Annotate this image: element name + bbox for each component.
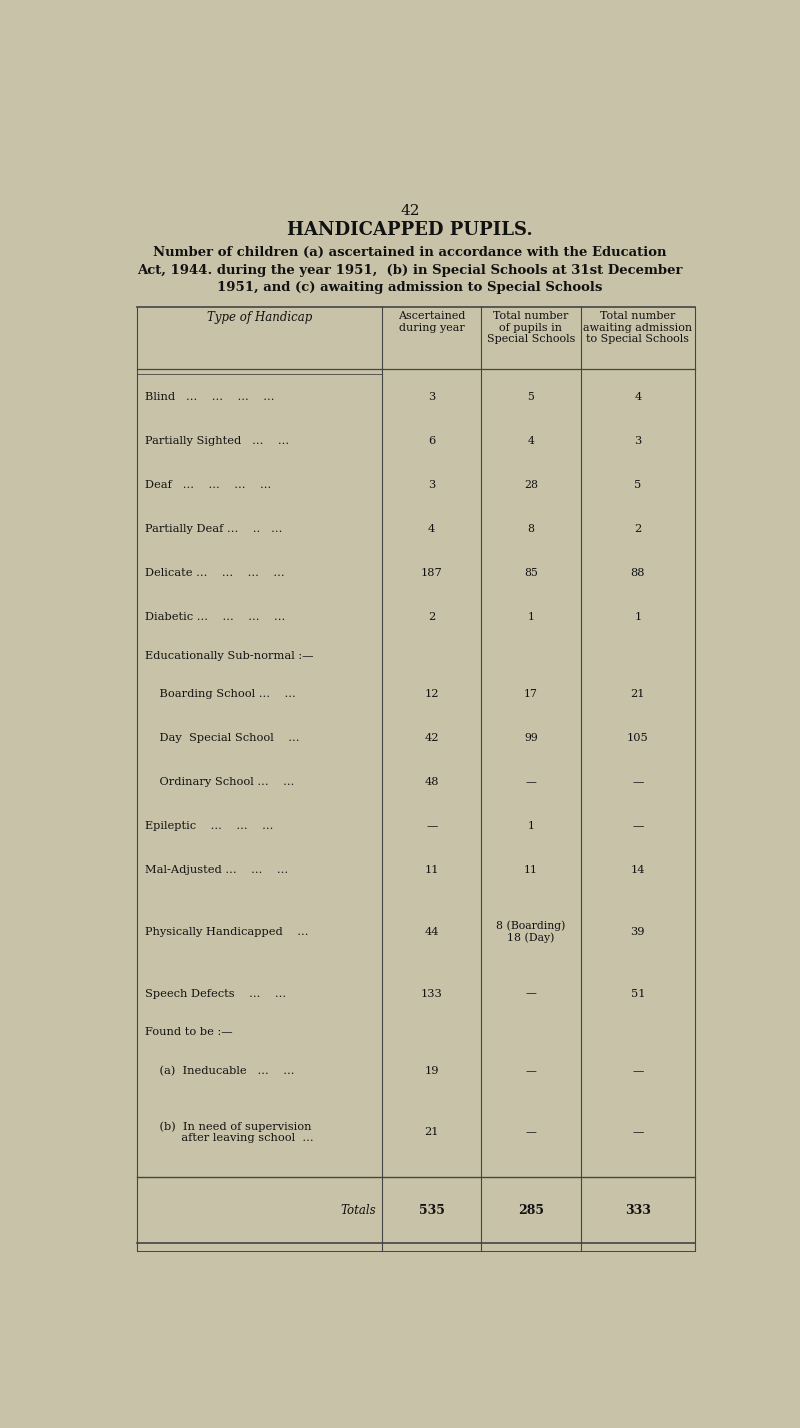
Text: 1: 1 bbox=[527, 821, 534, 831]
Text: 1951, and (c) awaiting admission to Special Schools: 1951, and (c) awaiting admission to Spec… bbox=[218, 281, 602, 294]
Text: Total number
of pupils in
Special Schools: Total number of pupils in Special School… bbox=[486, 311, 575, 344]
Text: —: — bbox=[632, 1127, 643, 1137]
Text: 99: 99 bbox=[524, 733, 538, 743]
Text: 6: 6 bbox=[428, 436, 435, 446]
Text: 21: 21 bbox=[425, 1127, 439, 1137]
Text: 105: 105 bbox=[627, 733, 649, 743]
Text: —: — bbox=[526, 777, 536, 787]
Text: 5: 5 bbox=[527, 391, 534, 401]
Text: 48: 48 bbox=[425, 777, 439, 787]
Text: Diabetic ...    ...    ...    ...: Diabetic ... ... ... ... bbox=[145, 613, 285, 623]
Text: Educationally Sub-normal :—: Educationally Sub-normal :— bbox=[145, 651, 313, 661]
Text: —: — bbox=[632, 777, 643, 787]
Text: Number of children (a) ascertained in accordance with the Education: Number of children (a) ascertained in ac… bbox=[154, 246, 666, 258]
Text: 1: 1 bbox=[527, 613, 534, 623]
Text: Ascertained
during year: Ascertained during year bbox=[398, 311, 466, 333]
Text: —: — bbox=[526, 1127, 536, 1137]
Text: Deaf   ...    ...    ...    ...: Deaf ... ... ... ... bbox=[145, 480, 271, 490]
Text: Found to be :—: Found to be :— bbox=[145, 1027, 232, 1037]
Text: 39: 39 bbox=[630, 927, 645, 937]
Text: —: — bbox=[526, 1065, 536, 1075]
Text: Type of Handicap: Type of Handicap bbox=[207, 311, 312, 324]
Text: —: — bbox=[426, 821, 438, 831]
Text: 42: 42 bbox=[425, 733, 439, 743]
Text: 88: 88 bbox=[630, 568, 645, 578]
Text: 3: 3 bbox=[634, 436, 642, 446]
Text: 133: 133 bbox=[421, 988, 442, 998]
Text: 44: 44 bbox=[425, 927, 439, 937]
Text: 2: 2 bbox=[428, 613, 435, 623]
Text: HANDICAPPED PUPILS.: HANDICAPPED PUPILS. bbox=[287, 221, 533, 238]
Text: 28: 28 bbox=[524, 480, 538, 490]
Text: Totals: Totals bbox=[340, 1204, 376, 1217]
Text: 333: 333 bbox=[625, 1204, 650, 1217]
Text: —: — bbox=[632, 821, 643, 831]
Text: 4: 4 bbox=[428, 524, 435, 534]
Text: 11: 11 bbox=[524, 865, 538, 875]
Text: Boarding School ...    ...: Boarding School ... ... bbox=[145, 690, 295, 700]
Text: 42: 42 bbox=[400, 204, 420, 218]
Text: Act, 1944. during the year 1951,  (b) in Special Schools at 31st December: Act, 1944. during the year 1951, (b) in … bbox=[138, 264, 682, 277]
Text: 51: 51 bbox=[630, 988, 645, 998]
Text: 8 (Boarding)
18 (Day): 8 (Boarding) 18 (Day) bbox=[496, 921, 566, 944]
Text: Epileptic    ...    ...    ...: Epileptic ... ... ... bbox=[145, 821, 273, 831]
Text: Blind   ...    ...    ...    ...: Blind ... ... ... ... bbox=[145, 391, 274, 401]
Text: 12: 12 bbox=[425, 690, 439, 700]
Text: Partially Sighted   ...    ...: Partially Sighted ... ... bbox=[145, 436, 289, 446]
Text: 19: 19 bbox=[425, 1065, 439, 1075]
Text: Ordinary School ...    ...: Ordinary School ... ... bbox=[145, 777, 294, 787]
Text: 535: 535 bbox=[418, 1204, 445, 1217]
Text: Delicate ...    ...    ...    ...: Delicate ... ... ... ... bbox=[145, 568, 284, 578]
Text: 4: 4 bbox=[634, 391, 642, 401]
Text: 3: 3 bbox=[428, 480, 435, 490]
Text: Total number
awaiting admission
to Special Schools: Total number awaiting admission to Speci… bbox=[583, 311, 693, 344]
Text: 17: 17 bbox=[524, 690, 538, 700]
Text: Mal-Adjusted ...    ...    ...: Mal-Adjusted ... ... ... bbox=[145, 865, 288, 875]
Text: 5: 5 bbox=[634, 480, 642, 490]
Text: Partially Deaf ...    ..   ...: Partially Deaf ... .. ... bbox=[145, 524, 282, 534]
Text: —: — bbox=[632, 1065, 643, 1075]
Text: (b)  In need of supervision
          after leaving school  ...: (b) In need of supervision after leaving… bbox=[145, 1121, 314, 1144]
Text: 4: 4 bbox=[527, 436, 534, 446]
Text: 1: 1 bbox=[634, 613, 642, 623]
Text: 21: 21 bbox=[630, 690, 645, 700]
Text: 187: 187 bbox=[421, 568, 442, 578]
Text: Speech Defects    ...    ...: Speech Defects ... ... bbox=[145, 988, 286, 998]
Text: (a)  Ineducable   ...    ...: (a) Ineducable ... ... bbox=[145, 1065, 294, 1075]
Text: Physically Handicapped    ...: Physically Handicapped ... bbox=[145, 927, 308, 937]
Text: 85: 85 bbox=[524, 568, 538, 578]
Text: 14: 14 bbox=[630, 865, 645, 875]
Text: 11: 11 bbox=[425, 865, 439, 875]
Text: 8: 8 bbox=[527, 524, 534, 534]
Text: Day  Special School    ...: Day Special School ... bbox=[145, 733, 299, 743]
Text: 285: 285 bbox=[518, 1204, 544, 1217]
Text: —: — bbox=[526, 988, 536, 998]
Text: 2: 2 bbox=[634, 524, 642, 534]
Text: 3: 3 bbox=[428, 391, 435, 401]
